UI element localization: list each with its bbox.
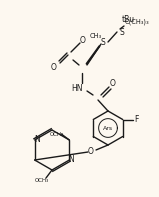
Text: O: O (88, 148, 94, 156)
Text: O: O (51, 62, 57, 72)
Text: O: O (80, 35, 86, 45)
Text: HN: HN (71, 84, 83, 93)
Text: OCH₃: OCH₃ (35, 177, 49, 182)
Text: F: F (135, 115, 139, 124)
Text: OCH₃: OCH₃ (50, 133, 64, 138)
Text: N: N (68, 155, 74, 164)
Text: S: S (120, 28, 124, 36)
Text: tBu: tBu (121, 15, 135, 23)
Text: C(CH₃)₃: C(CH₃)₃ (125, 19, 150, 25)
Text: S: S (101, 37, 105, 46)
Text: Ars: Ars (103, 125, 113, 130)
Text: N: N (34, 136, 40, 145)
Text: O: O (110, 78, 116, 87)
Text: CH₃: CH₃ (90, 33, 102, 39)
